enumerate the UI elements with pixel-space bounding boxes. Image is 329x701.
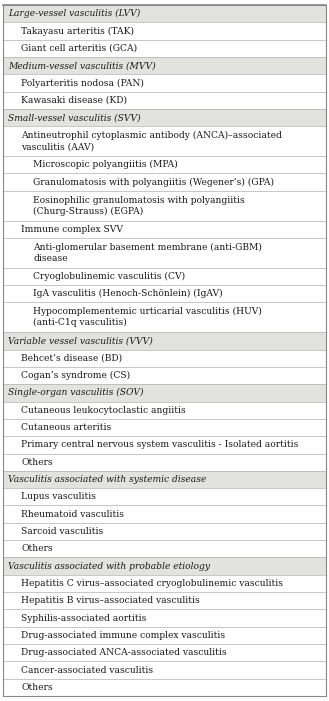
Text: Hepatitis B virus–associated vasculitis: Hepatitis B virus–associated vasculitis bbox=[21, 597, 200, 605]
Text: Hepatitis C virus–associated cryoglobulinemic vasculitis: Hepatitis C virus–associated cryoglobuli… bbox=[21, 579, 283, 588]
Text: Syphilis-associated aortitis: Syphilis-associated aortitis bbox=[21, 613, 146, 622]
Text: Takayasu arteritis (TAK): Takayasu arteritis (TAK) bbox=[21, 27, 134, 36]
Text: Cancer-associated vasculitis: Cancer-associated vasculitis bbox=[21, 665, 153, 674]
Text: Polyarteritis nodosa (PAN): Polyarteritis nodosa (PAN) bbox=[21, 79, 144, 88]
Bar bbox=[3, 40, 326, 57]
Bar bbox=[3, 384, 326, 402]
Bar bbox=[3, 22, 326, 40]
Text: Others: Others bbox=[21, 458, 53, 467]
Text: Giant cell arteritis (GCA): Giant cell arteritis (GCA) bbox=[21, 43, 137, 53]
Text: Small-vessel vasculitis (SVV): Small-vessel vasculitis (SVV) bbox=[8, 113, 140, 122]
Bar bbox=[3, 221, 326, 238]
Bar bbox=[3, 302, 326, 332]
Bar bbox=[3, 350, 326, 367]
Bar bbox=[3, 173, 326, 191]
Bar bbox=[3, 679, 326, 696]
Bar bbox=[3, 191, 326, 221]
Text: Microscopic polyangiitis (MPA): Microscopic polyangiitis (MPA) bbox=[33, 161, 178, 170]
Text: Single-organ vasculitis (SOV): Single-organ vasculitis (SOV) bbox=[8, 388, 143, 397]
Bar bbox=[3, 268, 326, 285]
Bar bbox=[3, 661, 326, 679]
Bar bbox=[3, 285, 326, 302]
Text: Immune complex SVV: Immune complex SVV bbox=[21, 225, 123, 233]
Bar bbox=[3, 505, 326, 523]
Text: Hypocomplementemic urticarial vasculitis (HUV)
(anti-C1q vasculitis): Hypocomplementemic urticarial vasculitis… bbox=[33, 307, 262, 327]
Text: Primary central nervous system vasculitis - Isolated aortitis: Primary central nervous system vasculiti… bbox=[21, 440, 298, 449]
Bar bbox=[3, 238, 326, 268]
Text: Cutaneous leukocytoclastic angiitis: Cutaneous leukocytoclastic angiitis bbox=[21, 406, 186, 415]
Bar bbox=[3, 454, 326, 471]
Text: Drug-associated ANCA-associated vasculitis: Drug-associated ANCA-associated vasculit… bbox=[21, 648, 227, 658]
Bar bbox=[3, 74, 326, 92]
Bar bbox=[3, 644, 326, 661]
Text: Drug-associated immune complex vasculitis: Drug-associated immune complex vasculiti… bbox=[21, 631, 225, 640]
Text: Others: Others bbox=[21, 544, 53, 553]
Bar bbox=[3, 5, 326, 22]
Bar bbox=[3, 609, 326, 627]
Bar bbox=[3, 126, 326, 156]
Text: Antineutrophil cytoplasmic antibody (ANCA)–associated
vasculitis (AAV): Antineutrophil cytoplasmic antibody (ANC… bbox=[21, 131, 282, 151]
Bar bbox=[3, 627, 326, 644]
Text: Cogan’s syndrome (CS): Cogan’s syndrome (CS) bbox=[21, 371, 130, 380]
Bar bbox=[3, 523, 326, 540]
Text: Cryoglobulinemic vasculitis (CV): Cryoglobulinemic vasculitis (CV) bbox=[33, 272, 185, 281]
Bar bbox=[3, 575, 326, 592]
Text: Others: Others bbox=[21, 683, 53, 692]
Text: Large-vessel vasculitis (LVV): Large-vessel vasculitis (LVV) bbox=[8, 9, 140, 18]
Bar bbox=[3, 592, 326, 609]
Bar bbox=[3, 92, 326, 109]
Bar bbox=[3, 367, 326, 384]
Text: Kawasaki disease (KD): Kawasaki disease (KD) bbox=[21, 96, 127, 104]
Text: Medium-vessel vasculitis (MVV): Medium-vessel vasculitis (MVV) bbox=[8, 61, 156, 70]
Bar bbox=[3, 57, 326, 74]
Text: Vasculitis associated with systemic disease: Vasculitis associated with systemic dise… bbox=[8, 475, 206, 484]
Text: Granulomatosis with polyangiitis (Wegener’s) (GPA): Granulomatosis with polyangiitis (Wegene… bbox=[33, 177, 274, 186]
Bar bbox=[3, 156, 326, 173]
Bar bbox=[3, 402, 326, 419]
Bar bbox=[3, 557, 326, 575]
Text: Anti-glomerular basement membrane (anti-GBM)
disease: Anti-glomerular basement membrane (anti-… bbox=[33, 243, 262, 263]
Bar bbox=[3, 419, 326, 436]
Bar bbox=[3, 471, 326, 488]
Text: Eosinophilic granulomatosis with polyangiitis
(Churg-Strauss) (EGPA): Eosinophilic granulomatosis with polyang… bbox=[33, 196, 245, 216]
Text: Vasculitis associated with probable etiology: Vasculitis associated with probable etio… bbox=[8, 562, 210, 571]
Text: Lupus vasculitis: Lupus vasculitis bbox=[21, 492, 96, 501]
Text: Behcet’s disease (BD): Behcet’s disease (BD) bbox=[21, 354, 122, 362]
Bar bbox=[3, 488, 326, 505]
Text: Sarcoid vasculitis: Sarcoid vasculitis bbox=[21, 527, 103, 536]
Text: Cutaneous arteritis: Cutaneous arteritis bbox=[21, 423, 111, 432]
Bar bbox=[3, 332, 326, 350]
Bar bbox=[3, 436, 326, 454]
Text: IgA vasculitis (Henoch-Schönlein) (IgAV): IgA vasculitis (Henoch-Schönlein) (IgAV) bbox=[33, 290, 223, 299]
Text: Rheumatoid vasculitis: Rheumatoid vasculitis bbox=[21, 510, 124, 519]
Bar bbox=[3, 540, 326, 557]
Bar bbox=[3, 109, 326, 126]
Text: Variable vessel vasculitis (VVV): Variable vessel vasculitis (VVV) bbox=[8, 336, 153, 346]
